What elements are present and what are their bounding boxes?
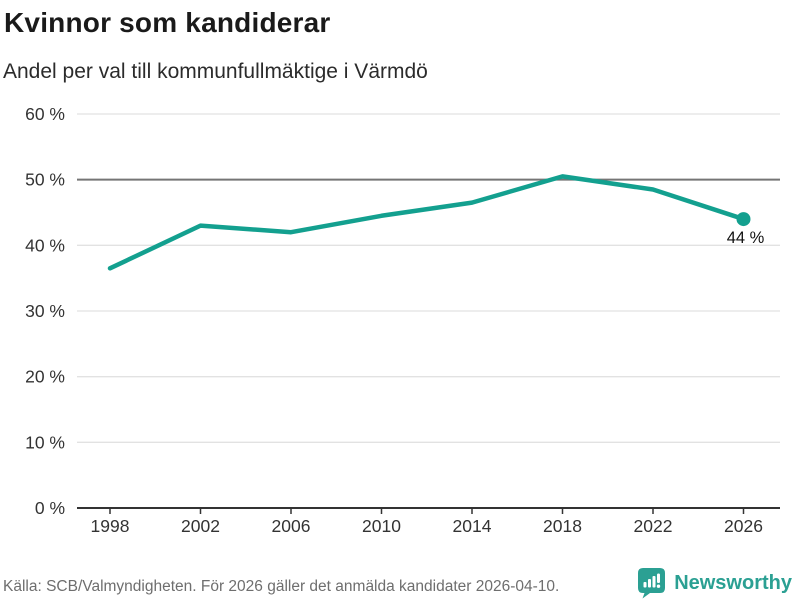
newsworthy-logo-icon [638, 568, 666, 599]
x-tick-label: 1998 [91, 516, 130, 536]
end-point-label: 44 % [727, 229, 765, 247]
y-tick-label: 60 % [25, 104, 65, 124]
y-tick-label: 50 % [25, 170, 65, 190]
newsworthy-logo: Newsworthy [638, 568, 792, 599]
y-tick-label: 10 % [25, 432, 65, 452]
data-line [107, 174, 746, 271]
y-tick-label: 40 % [25, 235, 65, 255]
chart-subtitle: Andel per val till kommunfullmäktige i V… [3, 60, 428, 83]
x-tick-label: 2022 [634, 516, 673, 536]
x-tick-label: 2002 [181, 516, 220, 536]
y-tick-label: 30 % [25, 301, 65, 321]
x-tick-label: 2026 [724, 516, 763, 536]
chart-title: Kvinnor som kandiderar [4, 7, 331, 38]
y-tick-label: 20 % [25, 367, 65, 387]
x-tick-label: 2006 [272, 516, 311, 536]
x-tick-label: 2018 [543, 516, 582, 536]
x-tick-label: 2014 [453, 516, 492, 536]
source-note: Källa: SCB/Valmyndigheten. För 2026 gäll… [3, 578, 560, 595]
newsworthy-brand-text: Newsworthy [674, 572, 792, 594]
x-tick-label: 2010 [362, 516, 401, 536]
end-point-marker [736, 212, 751, 227]
y-tick-label: 0 % [35, 498, 65, 518]
